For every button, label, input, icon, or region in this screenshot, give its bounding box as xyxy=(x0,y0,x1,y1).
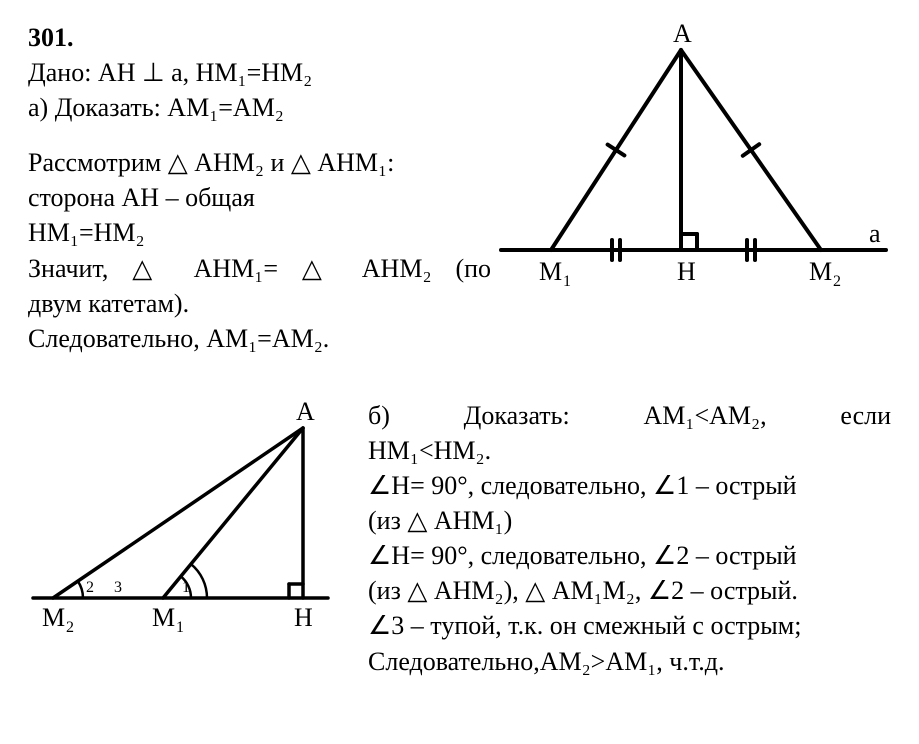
so-mid: △ AHM₁= △ AHM₂ xyxy=(132,254,431,283)
so-post: (по xyxy=(455,254,491,283)
svg-text:M: M xyxy=(539,257,562,286)
figure-a-wrap: AHM1M2a xyxy=(491,20,891,300)
svg-text:A: A xyxy=(296,398,315,426)
svg-text:H: H xyxy=(677,257,696,286)
page: 301. Дано: AH ⊥ a, HM₁=HM₂ а) Доказать: … xyxy=(0,0,919,744)
svg-text:A: A xyxy=(673,20,692,48)
figure-a-svg: AHM1M2a xyxy=(491,20,891,300)
bottom-row: AM2M1H231 б) Доказать: AM₁<AM₂, если HM₁… xyxy=(28,398,891,679)
prove-b-line: б) Доказать: AM₁<AM₂, если xyxy=(368,398,891,433)
b2-line: HM₁<HM₂. xyxy=(368,433,891,468)
side-line: сторона AH – общая xyxy=(28,180,491,215)
svg-text:1: 1 xyxy=(176,619,184,636)
h1-paren-line: (из △ AHM₁) xyxy=(368,503,891,538)
svg-text:1: 1 xyxy=(563,273,571,290)
svg-text:2: 2 xyxy=(833,273,841,290)
final-line: Следовательно,AM₂>AM₁, ч.т.д. xyxy=(368,644,891,679)
svg-text:3: 3 xyxy=(114,579,122,596)
problem-number: 301. xyxy=(28,20,491,55)
proof-text-b: б) Доказать: AM₁<AM₂, если HM₁<HM₂. ∠H= … xyxy=(368,398,891,679)
b-last: если xyxy=(840,401,891,430)
therefore-line: Следовательно, AM₁=AM₂. xyxy=(28,321,491,356)
svg-text:2: 2 xyxy=(66,619,74,636)
so-pre: Значит, xyxy=(28,254,108,283)
svg-text:M: M xyxy=(42,603,65,632)
h2-line: ∠H= 90°, следовательно, ∠2 – острый xyxy=(368,538,891,573)
svg-text:1: 1 xyxy=(182,579,190,596)
prove-a-line: а) Доказать: AM₁=AM₂ xyxy=(28,90,491,125)
proof-text-a: 301. Дано: AH ⊥ a, HM₁=HM₂ а) Доказать: … xyxy=(28,20,491,356)
svg-text:M: M xyxy=(809,257,832,286)
svg-text:2: 2 xyxy=(86,579,94,596)
so2-line: двум катетам). xyxy=(28,286,491,321)
spacer xyxy=(28,125,491,145)
so-line: Значит, △ AHM₁= △ AHM₂ (по xyxy=(28,251,491,286)
svg-text:M: M xyxy=(152,603,175,632)
h1-line: ∠H= 90°, следовательно, ∠1 – острый xyxy=(368,468,891,503)
b-pre: б) xyxy=(368,401,390,430)
b-mid: Доказать: xyxy=(464,401,570,430)
given-line: Дано: AH ⊥ a, HM₁=HM₂ xyxy=(28,55,491,90)
b-post: AM₁<AM₂, xyxy=(644,401,767,430)
top-row: 301. Дано: AH ⊥ a, HM₁=HM₂ а) Доказать: … xyxy=(28,20,891,356)
figure-b-wrap: AM2M1H231 xyxy=(28,398,368,658)
consider-line: Рассмотрим △ AHM₂ и △ AHM₁: xyxy=(28,145,491,180)
h2b-line: (из △ AHM₂), △ AM₁M₂, ∠2 – острый. xyxy=(368,573,891,608)
svg-text:a: a xyxy=(869,219,881,248)
ang3-line: ∠3 – тупой, т.к. он смежный с острым; xyxy=(368,608,891,643)
figure-b-svg: AM2M1H231 xyxy=(28,398,348,658)
hm-line: HM₁=HM₂ xyxy=(28,215,491,250)
svg-text:H: H xyxy=(294,603,313,632)
